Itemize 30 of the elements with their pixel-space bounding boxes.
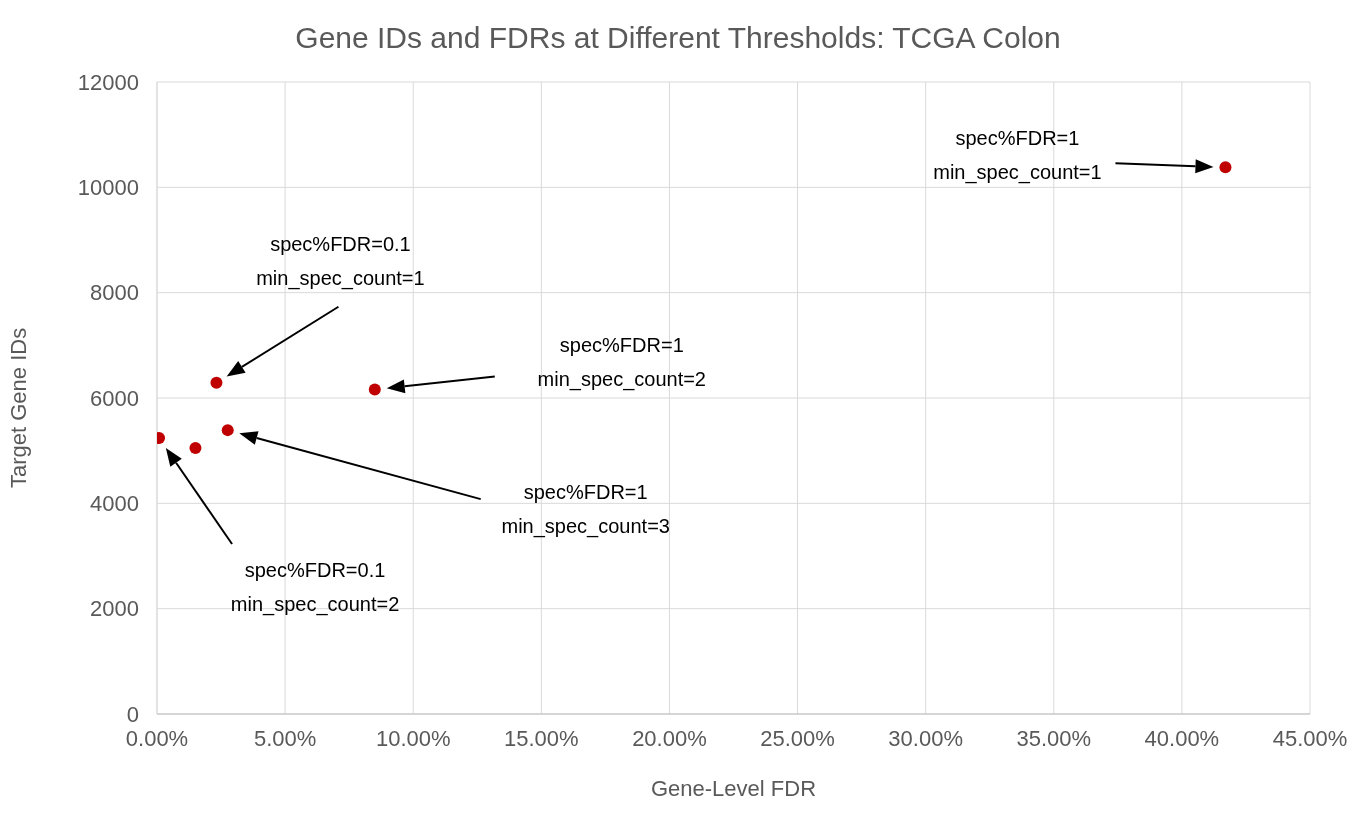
point [1219, 161, 1232, 174]
x-tick-label: 10.00% [375, 725, 451, 751]
annotation: spec%FDR=1 min_spec_count=3 [501, 481, 670, 539]
annotation: spec%FDR=0.1 min_spec_count=2 [230, 559, 400, 617]
point [189, 442, 202, 455]
x-tick-label: 5.00% [253, 725, 317, 751]
x-tick-label: 45.00% [1272, 725, 1348, 751]
x-tick-label: 0.00% [125, 725, 189, 751]
point [368, 383, 381, 396]
y-tick-label: 0 [126, 701, 139, 727]
point [210, 376, 223, 389]
x-tick-label: 30.00% [888, 725, 963, 751]
x-axis-title: Gene-Level FDR [650, 776, 817, 801]
y-tick-label: 8000 [90, 280, 139, 306]
y-tick-label: 6000 [90, 385, 139, 411]
annotation: spec%FDR=0.1 min_spec_count=1 [256, 232, 425, 290]
y-tick-label: 4000 [90, 491, 139, 517]
y-tick-label: 2000 [90, 596, 139, 622]
x-tick-label: 35.00% [1016, 725, 1092, 751]
x-tick-label: 15.00% [504, 725, 579, 751]
annotation: spec%FDR=1 min_spec_count=1 [933, 127, 1102, 185]
x-tick-label: 20.00% [632, 725, 707, 751]
x-tick-label: 25.00% [760, 725, 835, 751]
y-tick-label: 10000 [77, 175, 139, 201]
chart-title: Gene IDs and FDRs at Different Thresholds: TCGA Colon [295, 21, 1061, 54]
x-tick-label: 40.00% [1144, 725, 1220, 751]
point [221, 424, 234, 437]
y-tick-label: 12000 [77, 69, 139, 95]
annotation: spec%FDR=1 min_spec_count=2 [537, 333, 707, 391]
y-axis-title: Target Gene IDs [5, 327, 31, 488]
